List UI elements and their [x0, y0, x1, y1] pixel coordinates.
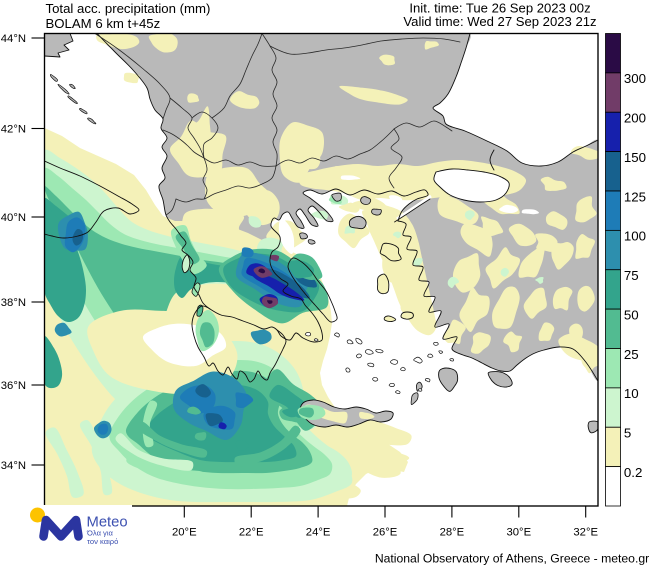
svg-text:36°N: 36°N: [1, 380, 26, 392]
svg-text:10: 10: [624, 386, 639, 401]
svg-text:National Observatory of Athens: National Observatory of Athens, Greece -…: [375, 552, 649, 566]
svg-text:44°N: 44°N: [1, 33, 26, 45]
svg-text:150: 150: [624, 150, 646, 165]
svg-text:38°N: 38°N: [1, 297, 26, 309]
svg-text:22°E: 22°E: [239, 527, 264, 539]
svg-text:Valid time: Wed 27 Sep 2023 21: Valid time: Wed 27 Sep 2023 21z: [403, 14, 596, 29]
svg-text:Total acc. precipitation (mm): Total acc. precipitation (mm): [46, 1, 211, 16]
svg-text:τον καιρό: τον καιρό: [87, 537, 118, 546]
svg-text:75: 75: [624, 268, 639, 283]
svg-text:34°N: 34°N: [1, 460, 26, 472]
svg-text:40°N: 40°N: [1, 212, 26, 224]
svg-text:BOLAM 6 km t+45z: BOLAM 6 km t+45z: [46, 16, 161, 31]
svg-text:25: 25: [624, 347, 639, 362]
svg-text:100: 100: [624, 229, 646, 244]
svg-text:200: 200: [624, 111, 646, 126]
svg-text:28°E: 28°E: [440, 527, 465, 539]
svg-text:5: 5: [624, 426, 631, 441]
svg-text:Όλα για: Όλα για: [86, 529, 114, 538]
svg-text:26°E: 26°E: [373, 527, 398, 539]
svg-text:0.2: 0.2: [624, 465, 643, 480]
svg-text:Meteo: Meteo: [87, 515, 128, 531]
svg-text:20°E: 20°E: [172, 527, 197, 539]
svg-text:24°E: 24°E: [306, 527, 331, 539]
svg-text:125: 125: [624, 189, 646, 204]
svg-text:300: 300: [624, 71, 646, 86]
svg-text:32°E: 32°E: [573, 527, 598, 539]
svg-text:30°E: 30°E: [506, 527, 531, 539]
svg-text:42°N: 42°N: [1, 124, 26, 136]
svg-text:50: 50: [624, 307, 639, 322]
svg-text:Init. time: Tue 26 Sep 2023 00: Init. time: Tue 26 Sep 2023 00z: [409, 1, 590, 16]
